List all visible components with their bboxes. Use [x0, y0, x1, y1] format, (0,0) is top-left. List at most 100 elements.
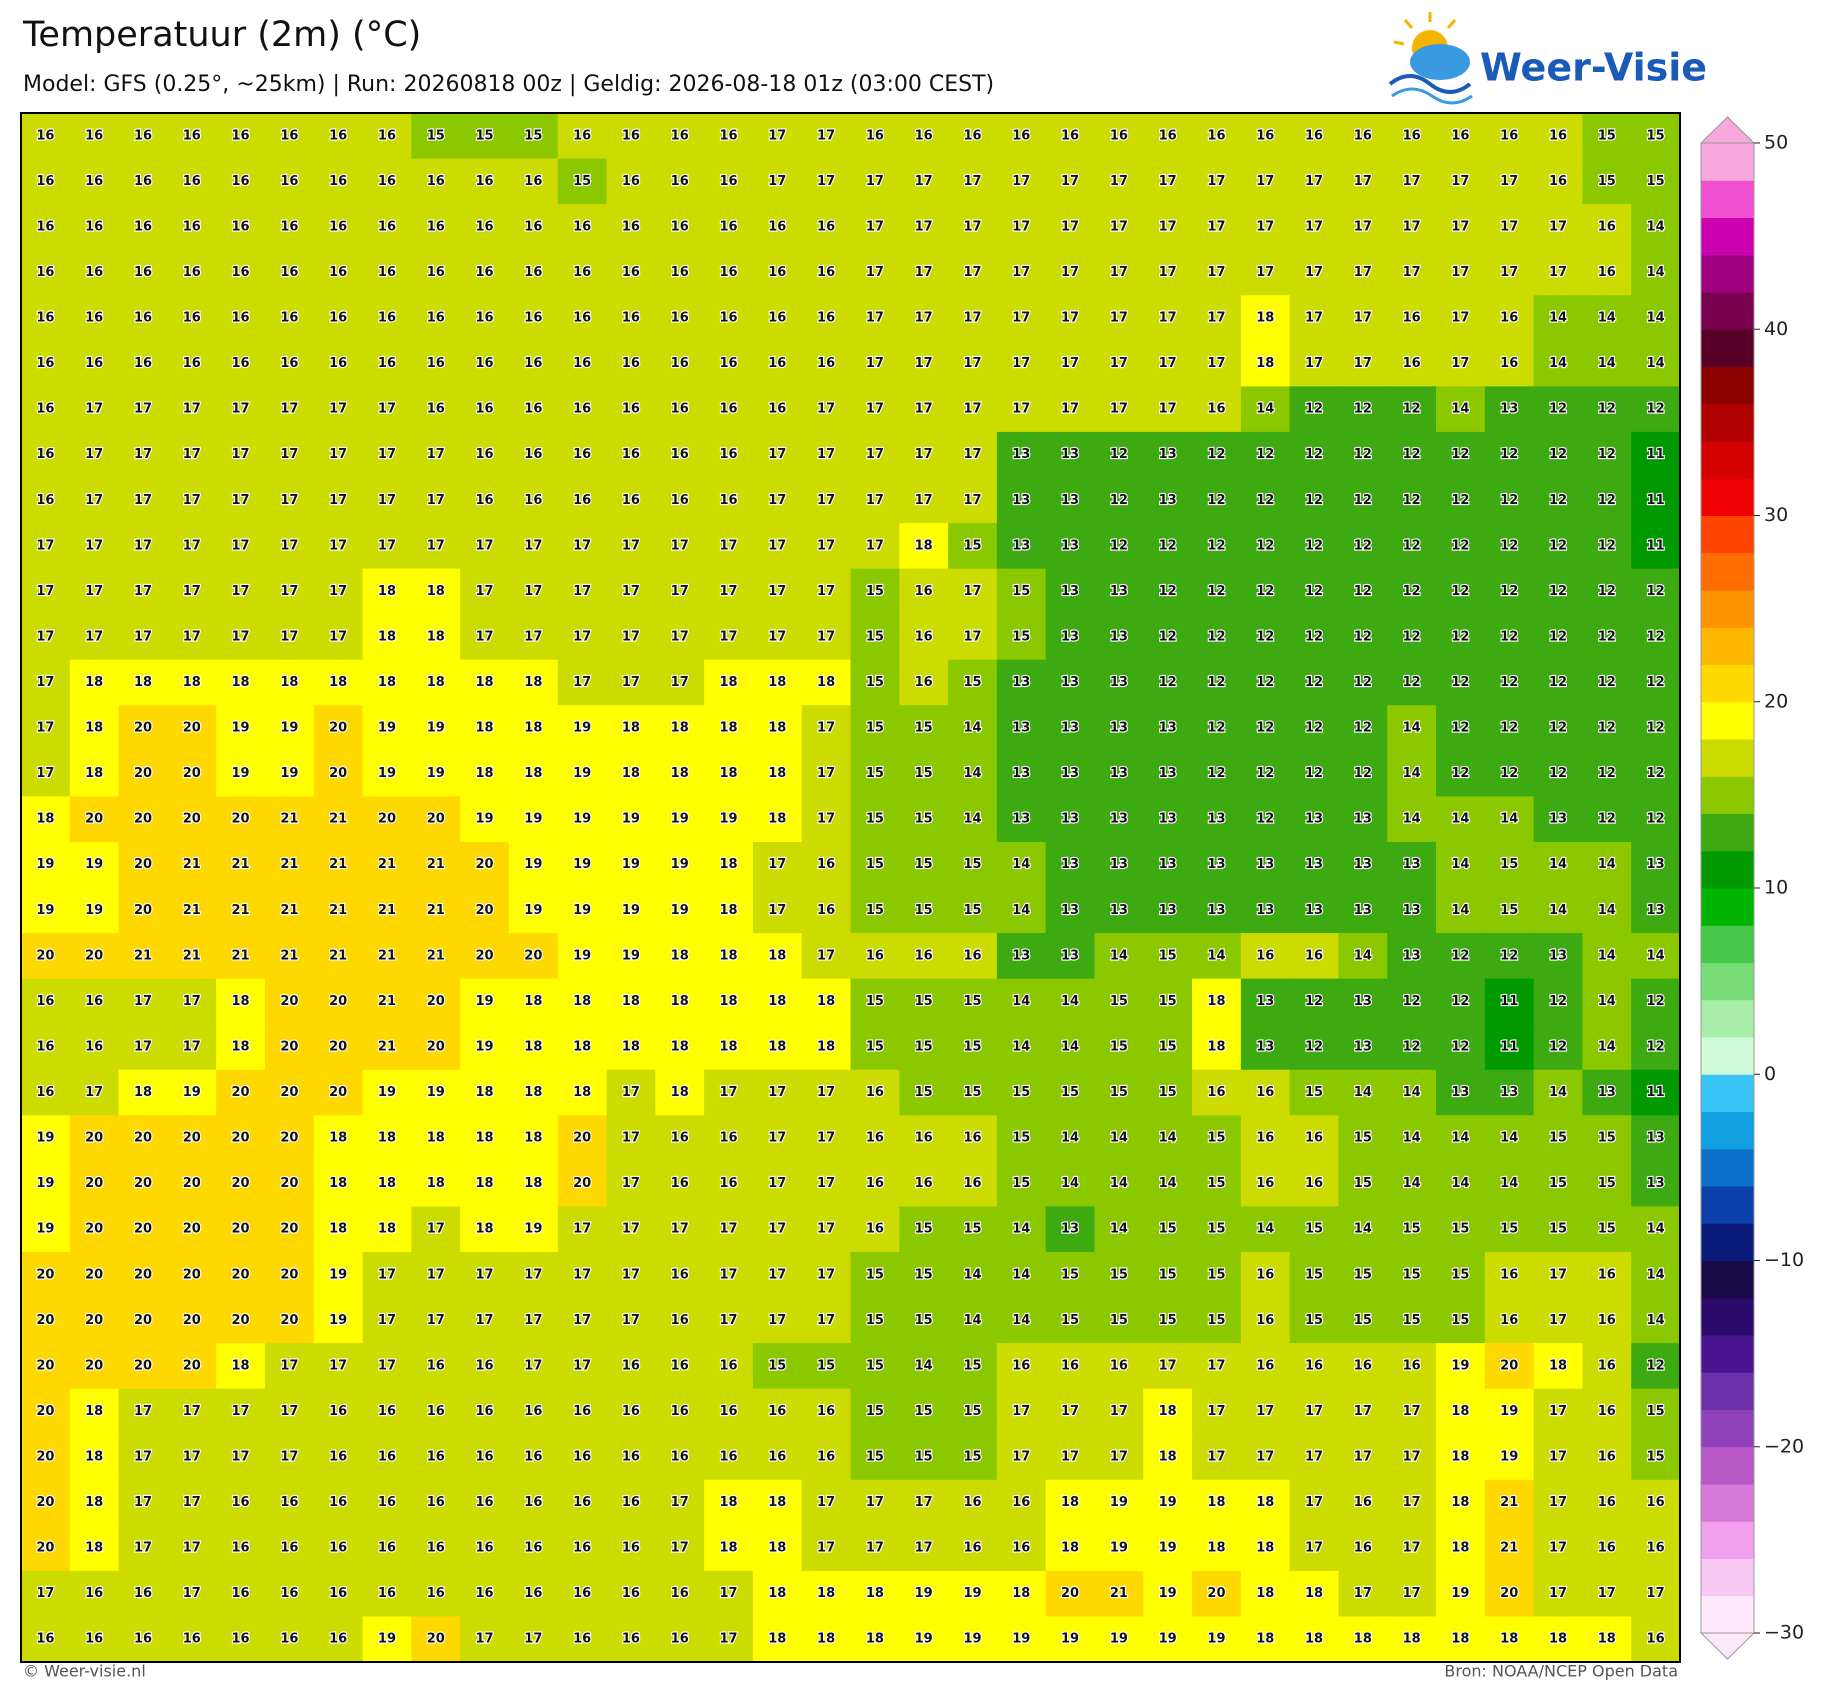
temperature-cell [1192, 431, 1242, 479]
temperature-label: 16 [280, 1541, 298, 1556]
temperature-cell [216, 750, 266, 797]
temperature-cell [264, 1570, 315, 1618]
temperature-cell [411, 1297, 461, 1344]
temperature-cell [1289, 431, 1340, 479]
temperature-cell [167, 113, 217, 160]
temperature-cell [996, 113, 1047, 160]
temperature-cell [1192, 1069, 1242, 1116]
temperature-label: 16 [36, 402, 54, 417]
temperature-label: 17 [915, 265, 933, 280]
temperature-cell [655, 1297, 705, 1344]
temperature-label: 13 [1159, 812, 1177, 827]
temperature-cell [167, 841, 217, 889]
temperature-label: 16 [475, 447, 493, 462]
temperature-label: 16 [524, 265, 542, 280]
colorbar-segment [1701, 1260, 1754, 1299]
temperature-label: 17 [866, 402, 884, 417]
temperature-cell [1533, 796, 1584, 843]
temperature-label: 12 [1549, 447, 1567, 462]
temperature-label: 16 [134, 1632, 152, 1647]
temperature-cell [1484, 568, 1535, 615]
temperature-cell [606, 1297, 656, 1344]
temperature-label: 14 [963, 1313, 981, 1328]
temperature-cell [850, 431, 900, 479]
temperature-label: 17 [671, 1222, 689, 1237]
temperature-cell [1582, 1069, 1632, 1116]
temperature-cell [850, 295, 900, 342]
temperature-label: 16 [378, 356, 396, 371]
temperature-label: 18 [232, 1039, 250, 1054]
temperature-cell [1387, 1069, 1437, 1116]
temperature-label: 14 [1012, 1039, 1030, 1054]
temperature-cell [704, 295, 754, 342]
temperature-label: 18 [427, 1131, 445, 1146]
temperature-label: 17 [1207, 356, 1225, 371]
temperature-label: 12 [1256, 812, 1274, 827]
temperature-cell [1582, 431, 1632, 479]
temperature-label: 20 [1207, 1586, 1225, 1601]
temperature-label: 16 [573, 447, 591, 462]
temperature-label: 16 [622, 128, 640, 143]
temperature-label: 15 [1549, 1131, 1567, 1146]
temperature-label: 15 [1110, 1267, 1128, 1282]
temperature-cell [411, 1616, 461, 1663]
temperature-label: 18 [329, 1176, 347, 1191]
temperature-label: 17 [719, 584, 737, 599]
temperature-label: 17 [36, 538, 54, 553]
temperature-label: 18 [329, 1131, 347, 1146]
temperature-cell [313, 1024, 364, 1071]
temperature-label: 14 [1256, 402, 1274, 417]
temperature-label: 17 [1061, 1449, 1079, 1464]
temperature-cell [557, 1525, 608, 1572]
temperature-cell [216, 1069, 266, 1116]
temperature-label: 16 [915, 584, 933, 599]
temperature-cell [411, 295, 461, 342]
temperature-cell [899, 523, 949, 570]
temperature-label: 17 [671, 538, 689, 553]
temperature-label: 17 [915, 1495, 933, 1510]
temperature-label: 15 [1354, 1267, 1372, 1282]
temperature-label: 12 [1354, 402, 1372, 417]
temperature-label: 20 [183, 721, 201, 736]
temperature-cell [21, 523, 71, 570]
temperature-label: 12 [1403, 402, 1421, 417]
temperature-cell [362, 1115, 412, 1162]
temperature-cell [557, 887, 608, 934]
temperature-label: 16 [671, 1404, 689, 1419]
temperature-label: 17 [378, 1267, 396, 1282]
temperature-cell [1338, 1479, 1388, 1526]
temperature-label: 16 [329, 265, 347, 280]
temperature-cell [1582, 1388, 1632, 1435]
temperature-label: 14 [1549, 903, 1567, 918]
temperature-cell [850, 1251, 900, 1299]
temperature-label: 16 [671, 219, 689, 234]
temperature-label: 20 [280, 1313, 298, 1328]
temperature-label: 18 [719, 994, 737, 1009]
temperature-label: 19 [1061, 1632, 1079, 1647]
temperature-label: 16 [768, 265, 786, 280]
temperature-cell [1192, 1343, 1242, 1390]
temperature-label: 16 [1305, 128, 1323, 143]
temperature-label: 12 [1647, 766, 1665, 781]
temperature-label: 13 [1061, 447, 1079, 462]
temperature-label: 13 [1012, 721, 1030, 736]
temperature-label: 15 [1598, 1131, 1616, 1146]
temperature-label: 20 [280, 1222, 298, 1237]
temperature-cell [606, 386, 656, 433]
temperature-label: 14 [1110, 948, 1128, 963]
colorbar-segment [1701, 1148, 1754, 1187]
temperature-label: 16 [573, 1586, 591, 1601]
temperature-cell [1484, 523, 1535, 570]
temperature-label: 12 [1305, 1039, 1323, 1054]
temperature-cell [216, 933, 266, 980]
temperature-label: 17 [134, 629, 152, 644]
colorbar-segment [1701, 1223, 1754, 1261]
temperature-cell [1289, 295, 1340, 342]
temperature-label: 16 [817, 356, 835, 371]
temperature-label: 16 [232, 1632, 250, 1647]
temperature-cell [313, 431, 364, 479]
temperature-label: 13 [1207, 903, 1225, 918]
temperature-cell [1436, 933, 1486, 980]
temperature-label: 17 [963, 629, 981, 644]
temperature-cell [948, 204, 998, 251]
